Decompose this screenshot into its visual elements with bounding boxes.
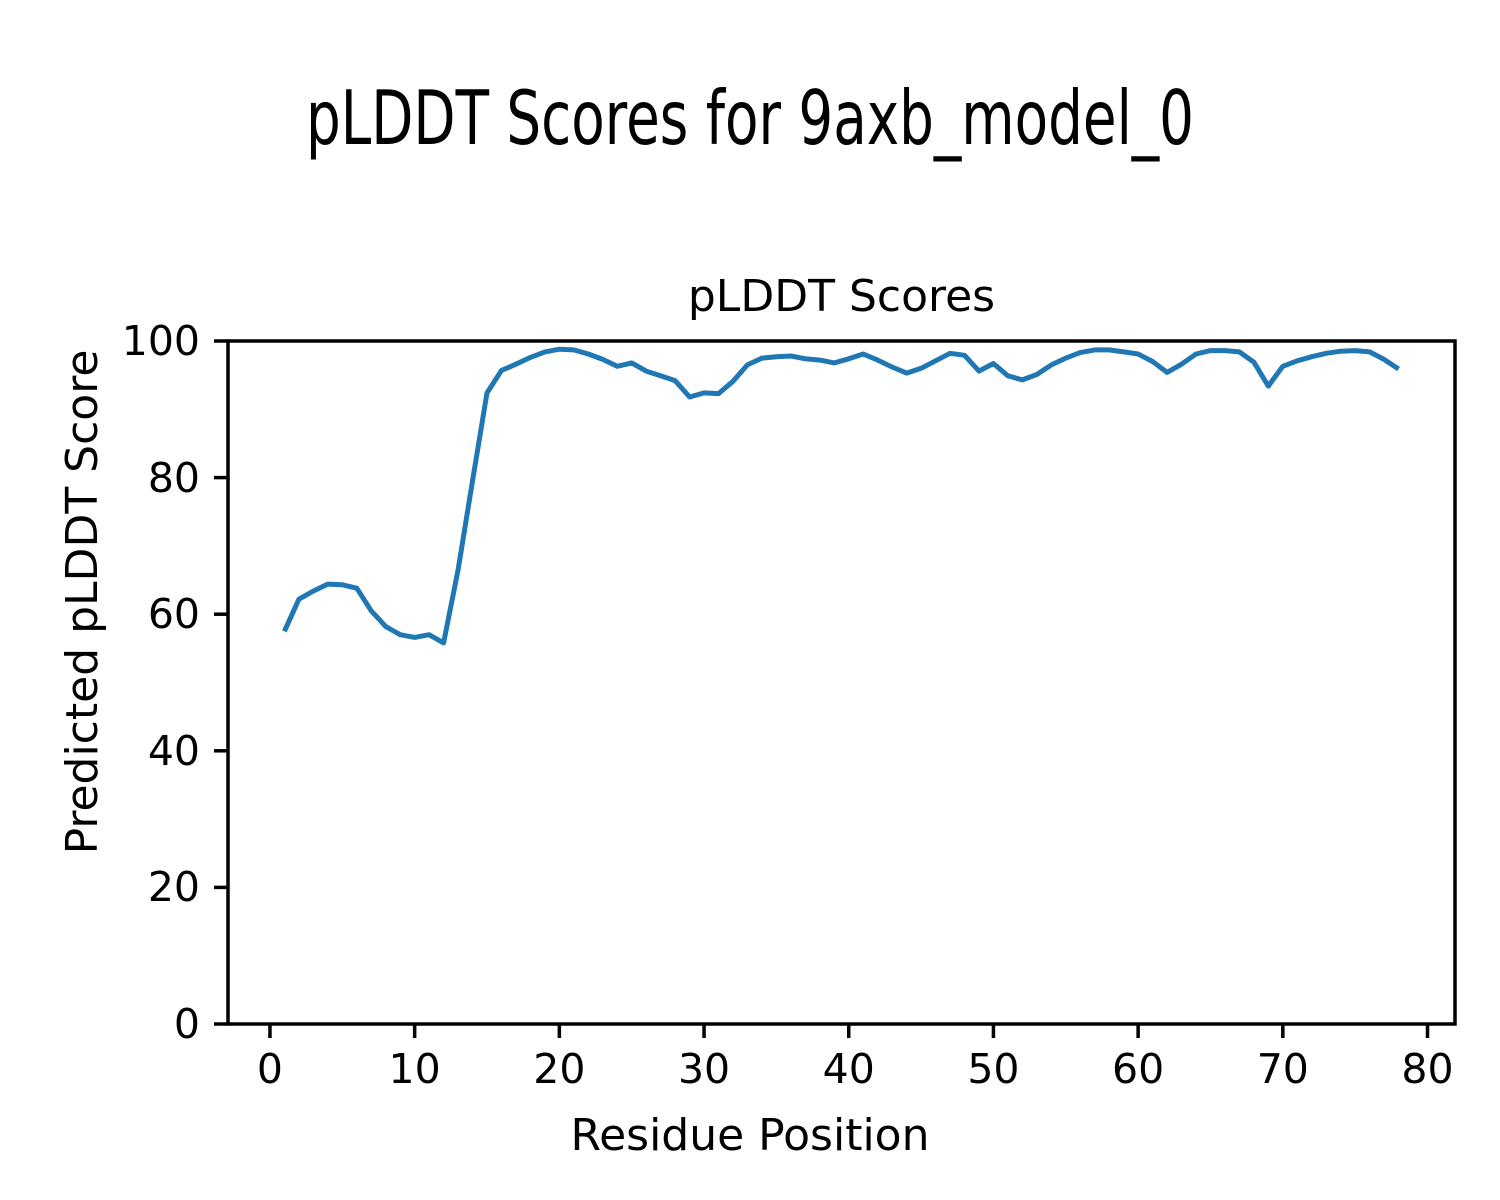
- x-tick-label: 70: [1256, 1045, 1309, 1093]
- x-tick-label: 80: [1401, 1045, 1454, 1093]
- y-tick-label: 80: [147, 453, 200, 502]
- y-tick-label: 20: [147, 863, 200, 912]
- x-axis-label: Residue Position: [570, 1110, 930, 1161]
- x-tick-label: 30: [677, 1045, 731, 1093]
- y-axis-label: Predicted pLDDT Score: [56, 349, 108, 855]
- figure-title: pLDDT Scores for 9axb_model_0: [306, 74, 1194, 162]
- x-tick-label: 20: [533, 1045, 586, 1093]
- plddt-score-line: [282, 346, 1400, 646]
- x-tick-label: 10: [388, 1045, 441, 1093]
- x-tick-label: 40: [822, 1045, 875, 1093]
- axes-title: pLDDT Scores: [687, 271, 996, 322]
- x-tick-label: 60: [1112, 1045, 1165, 1093]
- y-tick-label: 100: [121, 317, 200, 365]
- x-tick-label: 0: [256, 1045, 283, 1093]
- x-tick-label: 50: [967, 1045, 1020, 1093]
- y-tick-label: 60: [147, 590, 200, 639]
- y-tick-label: 40: [147, 726, 200, 775]
- y-tick-label: 0: [173, 1000, 200, 1048]
- plot-border: [226, 339, 1457, 1026]
